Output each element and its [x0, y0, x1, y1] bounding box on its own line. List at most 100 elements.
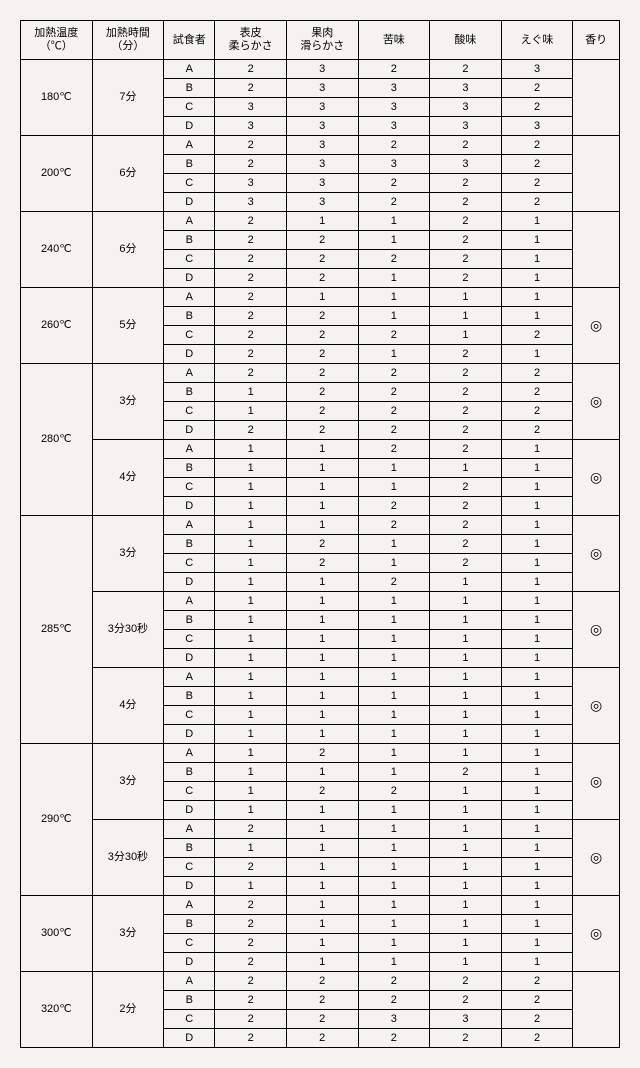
value-cell: 1 [430, 288, 502, 307]
value-cell: 3 [358, 1010, 430, 1029]
table-row: 240℃6分A21121 [21, 212, 620, 231]
value-cell: 1 [286, 725, 358, 744]
value-cell: 2 [430, 763, 502, 782]
value-cell: 1 [215, 554, 287, 573]
header-astringency: えぐ味 [501, 21, 573, 60]
value-cell: 1 [358, 459, 430, 478]
value-cell: 2 [501, 991, 573, 1010]
time-cell: 3分 [92, 896, 164, 972]
taster-cell: D [164, 953, 215, 972]
temperature-cell: 260℃ [21, 288, 93, 364]
value-cell: 2 [215, 212, 287, 231]
value-cell: 1 [215, 687, 287, 706]
value-cell: 1 [286, 497, 358, 516]
taster-cell: A [164, 972, 215, 991]
value-cell: 2 [501, 136, 573, 155]
value-cell: 1 [501, 649, 573, 668]
aroma-cell [573, 136, 620, 212]
taster-cell: B [164, 915, 215, 934]
value-cell: 1 [358, 687, 430, 706]
value-cell: 1 [215, 877, 287, 896]
value-cell: 2 [286, 1010, 358, 1029]
aroma-cell: ◎ [573, 896, 620, 972]
value-cell: 1 [501, 801, 573, 820]
value-cell: 2 [215, 896, 287, 915]
value-cell: 1 [501, 516, 573, 535]
value-cell: 1 [501, 288, 573, 307]
taster-cell: A [164, 896, 215, 915]
value-cell: 2 [215, 858, 287, 877]
temperature-cell: 240℃ [21, 212, 93, 288]
temperature-cell: 180℃ [21, 60, 93, 136]
taster-cell: D [164, 497, 215, 516]
value-cell: 1 [286, 459, 358, 478]
value-cell: 2 [358, 193, 430, 212]
table-row: 3分30秒A11111◎ [21, 592, 620, 611]
value-cell: 3 [215, 174, 287, 193]
aroma-cell: ◎ [573, 440, 620, 516]
value-cell: 2 [286, 744, 358, 763]
time-cell: 5分 [92, 288, 164, 364]
taster-cell: B [164, 687, 215, 706]
value-cell: 2 [501, 326, 573, 345]
value-cell: 1 [430, 630, 502, 649]
value-cell: 1 [358, 839, 430, 858]
value-cell: 1 [430, 801, 502, 820]
aroma-cell: ◎ [573, 288, 620, 364]
value-cell: 1 [501, 725, 573, 744]
value-cell: 1 [358, 307, 430, 326]
value-cell: 1 [501, 440, 573, 459]
value-cell: 1 [215, 706, 287, 725]
value-cell: 2 [430, 174, 502, 193]
value-cell: 1 [430, 915, 502, 934]
value-cell: 1 [215, 725, 287, 744]
value-cell: 2 [501, 402, 573, 421]
table-row: 280℃3分A22222◎ [21, 364, 620, 383]
value-cell: 1 [286, 649, 358, 668]
taster-cell: D [164, 573, 215, 592]
table-row: 4分A11221◎ [21, 440, 620, 459]
value-cell: 1 [430, 934, 502, 953]
value-cell: 1 [215, 782, 287, 801]
value-cell: 1 [501, 478, 573, 497]
taster-cell: C [164, 326, 215, 345]
value-cell: 2 [215, 79, 287, 98]
value-cell: 1 [430, 459, 502, 478]
taster-cell: D [164, 193, 215, 212]
value-cell: 1 [358, 706, 430, 725]
value-cell: 2 [215, 136, 287, 155]
value-cell: 1 [501, 668, 573, 687]
value-cell: 2 [430, 402, 502, 421]
taster-cell: A [164, 440, 215, 459]
value-cell: 1 [430, 858, 502, 877]
taster-cell: C [164, 706, 215, 725]
aroma-cell [573, 972, 620, 1048]
taster-cell: C [164, 250, 215, 269]
value-cell: 2 [358, 60, 430, 79]
table-row: 180℃7分A23223 [21, 60, 620, 79]
aroma-cell: ◎ [573, 592, 620, 668]
value-cell: 1 [358, 915, 430, 934]
value-cell: 1 [501, 744, 573, 763]
value-cell: 1 [358, 934, 430, 953]
value-cell: 1 [358, 725, 430, 744]
value-cell: 2 [215, 250, 287, 269]
value-cell: 1 [501, 573, 573, 592]
value-cell: 2 [430, 478, 502, 497]
data-table: 加熱温度（℃）加熱時間（分）試食者表皮柔らかさ果肉滑らかさ苦味酸味えぐ味香り18… [20, 20, 620, 1048]
value-cell: 3 [215, 193, 287, 212]
value-cell: 2 [430, 535, 502, 554]
taster-cell: C [164, 782, 215, 801]
taster-cell: C [164, 858, 215, 877]
taster-cell: B [164, 155, 215, 174]
header-time: 加熱時間（分） [92, 21, 164, 60]
value-cell: 1 [501, 535, 573, 554]
value-cell: 2 [430, 421, 502, 440]
value-cell: 1 [286, 630, 358, 649]
value-cell: 3 [358, 117, 430, 136]
value-cell: 2 [215, 269, 287, 288]
value-cell: 2 [430, 60, 502, 79]
value-cell: 1 [358, 668, 430, 687]
value-cell: 2 [286, 402, 358, 421]
value-cell: 2 [358, 1029, 430, 1048]
